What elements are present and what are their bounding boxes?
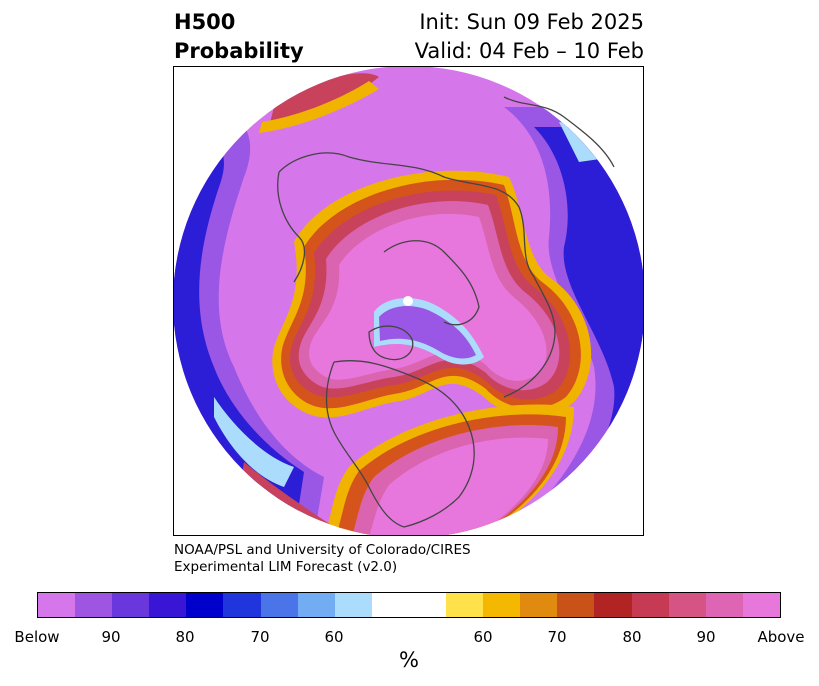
colorbar-swatch-14 <box>557 593 595 617</box>
colorbar-swatch-17 <box>668 593 706 617</box>
coast-eurasia <box>278 152 556 398</box>
title-field-type: Probability <box>174 39 304 63</box>
colorbar-swatch-9 <box>371 593 409 617</box>
colorbar-tick-label: 70 <box>250 628 270 646</box>
colorbar-tick-label: Below <box>14 628 60 646</box>
field-below-inner <box>379 305 476 359</box>
colorbar-tick-label: 60 <box>324 628 344 646</box>
north-pole-marker <box>403 296 413 306</box>
title-field-name: H500 <box>174 10 236 34</box>
coastlines <box>277 96 615 528</box>
polar-map <box>173 66 644 536</box>
chart-title-left: H500 Probability <box>174 8 304 66</box>
coast-africa <box>503 96 615 168</box>
field-above-ring-max <box>309 213 547 381</box>
polar-map-svg <box>174 67 643 535</box>
colorbar-swatch-4 <box>186 593 224 617</box>
colorbar-swatch-2 <box>112 593 150 617</box>
field-above-north <box>269 73 379 127</box>
coast-europe <box>383 240 480 326</box>
colorbar-swatch-1 <box>75 593 113 617</box>
colorbar-swatch-16 <box>631 593 669 617</box>
coast-na-west <box>325 361 405 528</box>
credit-line-2: Experimental LIM Forecast (v2.0) <box>174 559 398 575</box>
colorbar-swatch-7 <box>297 593 335 617</box>
credit-line-1: NOAA/PSL and University of Colorado/CIRE… <box>174 542 471 558</box>
colorbar-tick-label: 80 <box>622 628 642 646</box>
colorbar-tick-label: 90 <box>101 628 121 646</box>
colorbar-tick-label: 90 <box>696 628 716 646</box>
colorbar-swatch-11 <box>446 593 484 617</box>
colorbar <box>37 592 781 618</box>
coast-north-america <box>333 360 475 528</box>
title-init-date: Init: Sun 09 Feb 2025 <box>419 10 644 34</box>
colorbar-unit-label: % <box>399 648 419 672</box>
chart-title-right: Init: Sun 09 Feb 2025 Valid: 04 Feb – 10… <box>415 8 644 66</box>
colorbar-swatch-18 <box>705 593 743 617</box>
field-below-light-west <box>214 397 294 487</box>
coast-greenland <box>368 325 414 361</box>
colorbar-swatch-10 <box>408 593 447 617</box>
field-above-north-edge <box>259 81 379 133</box>
colorbar-swatch-6 <box>260 593 298 617</box>
colorbar-tick-label: 60 <box>473 628 493 646</box>
colorbar-swatch-3 <box>149 593 187 617</box>
colorbar-swatch-13 <box>520 593 558 617</box>
colorbar-swatch-0 <box>38 593 76 617</box>
colorbar-swatch-8 <box>334 593 372 617</box>
title-valid-range: Valid: 04 Feb – 10 Feb <box>414 39 644 63</box>
field-above-south-max <box>369 437 548 535</box>
colorbar-tick-label: 70 <box>547 628 567 646</box>
colorbar-swatch-15 <box>594 593 632 617</box>
coast-asia-east <box>277 171 306 283</box>
credit-text: NOAA/PSL and University of Colorado/CIRE… <box>174 542 471 576</box>
colorbar-swatch-19 <box>742 593 780 617</box>
colorbar-swatch-5 <box>223 593 261 617</box>
colorbar-tick-label: 80 <box>175 628 195 646</box>
colorbar-swatch-12 <box>483 593 521 617</box>
colorbar-tick-label: Above <box>757 628 805 646</box>
